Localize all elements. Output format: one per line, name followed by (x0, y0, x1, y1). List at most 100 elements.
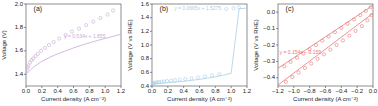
x-tick-label: 0.2 (164, 88, 173, 94)
scatter-point (346, 22, 349, 25)
scatter-point (232, 7, 235, 10)
y-tick-label: 1.2 (141, 28, 150, 34)
y-tick (276, 61, 278, 62)
y-tick (24, 27, 26, 28)
x-tick-label: 1.0 (227, 88, 236, 94)
scatter-point (295, 56, 298, 59)
x-tick-label: 0.0 (369, 88, 378, 94)
y-tick (276, 28, 278, 29)
panel: −1.2−1.0−0.8−0.6−0.4−0.20.0−0.4−0.3−0.2−… (253, 4, 378, 102)
scatter-point (316, 57, 319, 60)
scatter-point (77, 27, 80, 30)
x-tick-label: −0.6 (320, 88, 333, 94)
scatter-point (39, 49, 42, 52)
y-tick (24, 50, 26, 51)
fit-line (152, 8, 247, 84)
x-tick-label: 0.4 (53, 88, 62, 94)
plot-frame (278, 4, 373, 86)
scatter-point (169, 79, 172, 82)
scatter-point (47, 43, 50, 46)
scatter-point (162, 80, 165, 83)
y-tick-label: 2.0 (15, 1, 24, 7)
y-tick (150, 4, 152, 5)
scatter-point (303, 66, 306, 69)
y-tick-label: 1.0 (141, 42, 150, 48)
fit-line (26, 34, 121, 74)
y-tick-label: 1.6 (15, 47, 24, 53)
scatter-point (329, 48, 332, 51)
panel-label: (a) (34, 5, 43, 13)
equation-annotation: y = 0.534x + 1.655 (64, 33, 106, 39)
scatter-point (327, 35, 330, 38)
scatter-point (184, 77, 187, 80)
y-tick-label: −0.4 (263, 74, 276, 80)
x-axis-label: Current density (A cm⁻²) (41, 96, 106, 102)
y-tick-label: 1.4 (15, 71, 24, 77)
scatter-point (348, 34, 351, 37)
scatter-point (352, 18, 355, 21)
scatter-point (52, 40, 55, 43)
y-tick-label: −0.3 (263, 58, 276, 64)
x-tick-label: 0.6 (195, 88, 204, 94)
scatter-point (43, 46, 46, 49)
equation-annotation: y = 0.154x − 0.159 (280, 49, 322, 55)
y-tick-label: 0.4 (141, 83, 150, 89)
plot-frame (26, 4, 121, 86)
y-tick-label: 1.4 (141, 14, 150, 20)
y-tick (276, 45, 278, 46)
scatter-point (360, 25, 363, 28)
y-tick-label: 1.8 (15, 24, 24, 30)
scatter-point (310, 62, 313, 65)
scatter-point (340, 26, 343, 29)
scatter-point (359, 14, 362, 17)
plot-data (26, 9, 121, 74)
scatter-point (354, 29, 357, 32)
equation-annotation: y = 0.0665x + 1.5275 (174, 5, 221, 11)
scatter-point (369, 6, 372, 9)
scatter-point (225, 7, 228, 10)
scatter-series (152, 6, 241, 85)
y-tick (276, 12, 278, 13)
y-tick-label: 1.6 (141, 1, 150, 7)
y-tick (24, 74, 26, 75)
x-axis-label: Current density (A cm⁻²) (167, 96, 232, 102)
x-tick-label: 1.2 (243, 88, 252, 94)
scatter-point (211, 74, 214, 77)
scatter-point (190, 77, 193, 80)
scatter-point (322, 53, 325, 56)
scatter-point (178, 78, 181, 81)
scatter-point (314, 43, 317, 46)
x-tick-label: 0.0 (22, 88, 31, 94)
y-tick-label: −0.2 (263, 42, 276, 48)
y-axis-label: Voltage (V vs RHE) (253, 19, 259, 71)
scatter-series (283, 6, 372, 68)
y-tick (24, 4, 26, 5)
x-tick-label: 1.0 (101, 88, 110, 94)
scatter-point (85, 23, 88, 26)
y-tick-label: 0.8 (141, 55, 150, 61)
panel-label: (b) (160, 5, 169, 13)
scatter-point (92, 20, 95, 23)
scatter-point (335, 43, 338, 46)
y-tick (150, 31, 152, 32)
scatter-point (284, 80, 287, 83)
x-tick-label: 1.2 (117, 88, 126, 94)
scatter-point (321, 39, 324, 42)
x-axis-label: Current density (A cm⁻²) (293, 96, 358, 102)
x-tick-label: 0.0 (148, 88, 157, 94)
x-tick-label: 0.6 (69, 88, 78, 94)
x-tick-label: 0.4 (179, 88, 188, 94)
y-axis-label: Voltage (V) (1, 30, 7, 60)
scatter-point (297, 71, 300, 74)
y-tick (150, 86, 152, 87)
scatter-point (36, 52, 39, 55)
scatter-point (111, 9, 114, 12)
fit-line (278, 13, 373, 85)
scatter-point (289, 60, 292, 63)
x-tick-label: −0.2 (351, 88, 364, 94)
scatter-point (218, 73, 221, 76)
scatter-point (106, 13, 109, 16)
y-tick (150, 17, 152, 18)
plot-data (152, 6, 247, 85)
x-tick-label: −0.4 (335, 88, 348, 94)
